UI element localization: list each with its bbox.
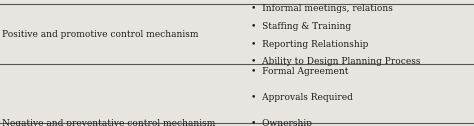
Text: •  Ownership: • Ownership [251, 119, 312, 126]
Text: •  Informal meetings, relations: • Informal meetings, relations [251, 4, 393, 13]
Text: •  Staffing & Training: • Staffing & Training [251, 22, 351, 31]
Text: •  Approvals Required: • Approvals Required [251, 93, 353, 102]
Text: •  Reporting Relationship: • Reporting Relationship [251, 40, 369, 49]
Text: •  Ability to Design Planning Process: • Ability to Design Planning Process [251, 57, 421, 66]
Text: Positive and promotive control mechanism: Positive and promotive control mechanism [2, 29, 199, 39]
Text: •  Formal Agreement: • Formal Agreement [251, 67, 349, 76]
Text: Negative and preventative control mechanism: Negative and preventative control mechan… [2, 119, 216, 126]
